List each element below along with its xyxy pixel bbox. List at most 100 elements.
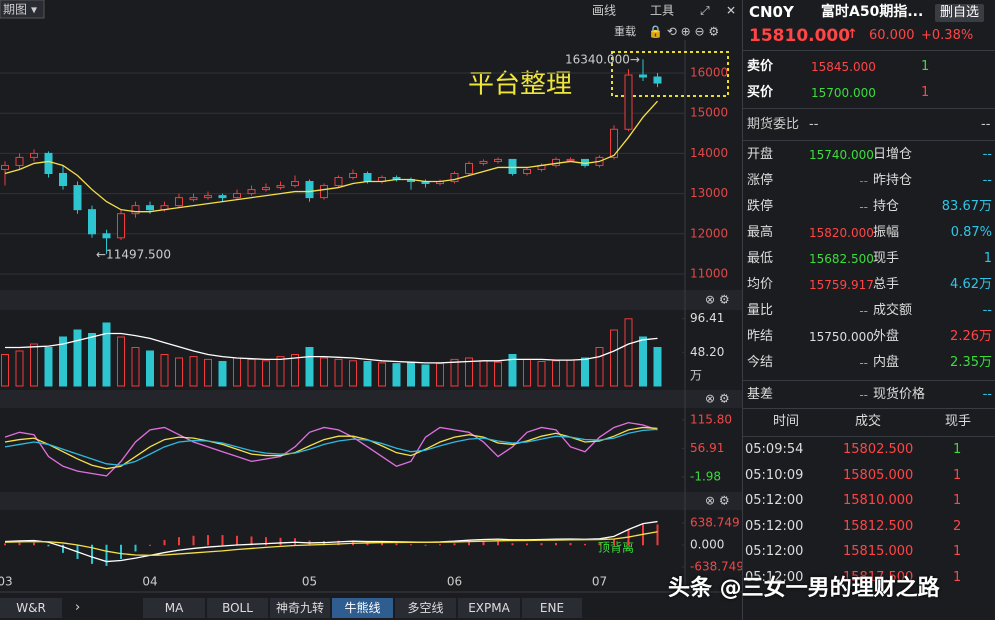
value: 15759.917 xyxy=(809,278,874,292)
volume-bar xyxy=(508,353,517,387)
macd-bar xyxy=(511,543,514,546)
tab[interactable]: 多空线 xyxy=(395,598,456,618)
macd-bar xyxy=(482,541,485,546)
y-tick-label: 115.80 xyxy=(690,412,732,426)
button[interactable]: 删自选 xyxy=(935,4,985,22)
reload-button[interactable]: 重载 xyxy=(614,24,636,38)
y-tick-label: 48.20 xyxy=(690,345,724,359)
volume-bar xyxy=(73,329,82,387)
candle-body xyxy=(131,205,140,215)
period-select[interactable] xyxy=(0,0,45,19)
indicator-line xyxy=(4,421,658,477)
macd-bar xyxy=(410,544,412,546)
candle-body xyxy=(218,195,227,199)
annotation: 顶背离 xyxy=(598,540,634,555)
label: 期货委比 xyxy=(747,117,800,132)
label: 涨停 xyxy=(747,173,774,188)
candle-body xyxy=(653,76,662,84)
value: -- xyxy=(982,303,992,318)
candle-body xyxy=(494,158,502,162)
volume-bar xyxy=(566,359,575,387)
header: 时间 xyxy=(773,414,800,429)
value: 15740.000 xyxy=(809,148,874,162)
panel-icons[interactable]: ⊗ ⚙ xyxy=(705,293,730,307)
ask-price: 15845.000 xyxy=(811,60,876,74)
x-tick-label: 03 xyxy=(0,575,13,589)
time: 05:12:00 xyxy=(745,544,804,560)
tools-button[interactable]: 工具 xyxy=(650,4,674,18)
volume-bar xyxy=(30,343,38,387)
value: 2.26万 xyxy=(950,329,992,344)
volume-bar xyxy=(639,336,647,387)
candle-body xyxy=(146,205,154,211)
arrow[interactable]: › xyxy=(75,600,81,615)
volume-bar xyxy=(349,360,357,387)
draw-button[interactable]: 画线 xyxy=(592,4,616,18)
volume-bar xyxy=(334,358,343,387)
high-label: 16340.000→ xyxy=(565,53,640,67)
tab[interactable]: 牛熊线 xyxy=(332,598,393,618)
volume-bar xyxy=(552,360,560,387)
tab[interactable]: EXPMA xyxy=(458,598,520,618)
value: -- xyxy=(859,304,868,318)
volume-bar xyxy=(392,363,401,387)
candle-body xyxy=(581,158,589,166)
x-tick-label: 05 xyxy=(302,575,317,589)
y-tick-label: 12000 xyxy=(690,226,728,240)
volume-bar xyxy=(146,350,154,387)
tab[interactable]: W&R xyxy=(0,598,62,618)
divider xyxy=(743,408,995,409)
volume-bar xyxy=(450,358,459,387)
y-tick-label: 14000 xyxy=(690,146,728,160)
macd-bar xyxy=(395,543,398,546)
x-tick-label: 06 xyxy=(447,575,462,589)
candle-body xyxy=(624,74,633,130)
panel-bar xyxy=(0,390,742,408)
candle-body xyxy=(479,160,488,164)
volume-bar xyxy=(175,357,183,387)
candle-body xyxy=(233,193,241,199)
close-icon[interactable]: ✕ xyxy=(726,4,736,18)
indicator-line xyxy=(5,332,658,364)
icons[interactable]: 🔒 ⟲ ⊕ ⊖ ⚙ xyxy=(648,25,719,39)
volume-bar xyxy=(218,360,227,387)
candle-body xyxy=(262,187,270,191)
indicator-line xyxy=(4,100,658,213)
macd-bar xyxy=(192,535,195,546)
volume-bar xyxy=(320,357,328,387)
label: 日增仓 xyxy=(873,147,913,162)
expand-icon[interactable]: ⤢ xyxy=(699,4,710,18)
panel-icons[interactable]: ⊗ ⚙ xyxy=(705,392,730,406)
highlight-box xyxy=(611,51,729,97)
volume-bar xyxy=(537,360,546,387)
macd-bar xyxy=(120,544,122,560)
indicator-line xyxy=(4,520,658,563)
value: 4.62万 xyxy=(950,277,992,292)
value: -- xyxy=(859,388,868,402)
value: -- xyxy=(982,173,992,188)
value: -- xyxy=(859,356,868,370)
label: 振幅 xyxy=(873,225,900,240)
tab[interactable]: MA xyxy=(143,598,205,618)
candle-body xyxy=(15,156,24,166)
macd-bar xyxy=(134,544,137,552)
tab[interactable]: BOLL xyxy=(207,598,268,618)
candle-body xyxy=(73,185,82,211)
panel-bar xyxy=(0,290,742,310)
header: 现手 xyxy=(945,414,972,429)
tab[interactable]: 神奇九转 xyxy=(270,598,330,618)
label: 最高 xyxy=(747,225,774,240)
macd-bar xyxy=(424,544,427,546)
macd-bar xyxy=(453,543,456,546)
y-tick-label: 11000 xyxy=(690,266,728,280)
time: 05:12:00 xyxy=(745,493,804,509)
candle-body xyxy=(291,181,299,187)
candle-body xyxy=(610,128,618,158)
panel-icons[interactable]: ⊗ ⚙ xyxy=(705,494,730,508)
candle-body xyxy=(247,189,256,195)
value: -- xyxy=(982,387,992,402)
label: 跌停 xyxy=(747,199,774,214)
tab[interactable]: ENE xyxy=(522,598,582,618)
value: -- xyxy=(981,117,991,132)
